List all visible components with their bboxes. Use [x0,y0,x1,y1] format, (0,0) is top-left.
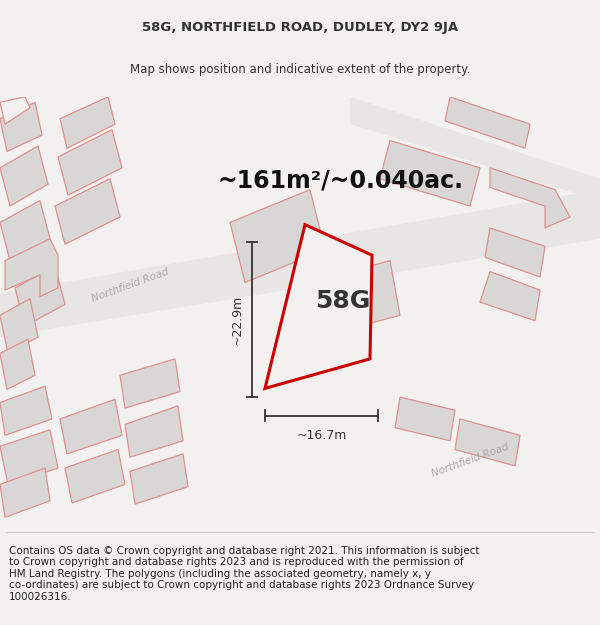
Polygon shape [65,449,125,503]
Polygon shape [485,228,545,277]
Polygon shape [445,97,530,148]
Text: 58G, NORTHFIELD ROAD, DUDLEY, DY2 9JA: 58G, NORTHFIELD ROAD, DUDLEY, DY2 9JA [142,21,458,34]
Polygon shape [380,141,480,206]
Polygon shape [230,189,325,282]
Polygon shape [120,359,180,408]
Text: Contains OS data © Crown copyright and database right 2021. This information is : Contains OS data © Crown copyright and d… [9,546,479,602]
Polygon shape [125,406,183,457]
Polygon shape [265,224,372,388]
Polygon shape [480,271,540,321]
Polygon shape [0,430,58,484]
Text: ~161m²/~0.040ac.: ~161m²/~0.040ac. [217,169,463,193]
Polygon shape [15,266,65,326]
Polygon shape [490,168,570,228]
Text: Northfield Road: Northfield Road [90,267,170,304]
Polygon shape [0,97,30,124]
Polygon shape [350,97,600,201]
Polygon shape [0,201,50,261]
Polygon shape [0,189,600,337]
Text: ~22.9m: ~22.9m [231,294,244,345]
Polygon shape [0,339,35,389]
Polygon shape [130,454,188,504]
Text: Map shows position and indicative extent of the property.: Map shows position and indicative extent… [130,63,470,76]
Polygon shape [5,239,58,297]
Polygon shape [395,397,455,441]
Polygon shape [0,386,52,436]
Text: Northfield Road: Northfield Road [430,442,510,479]
Polygon shape [310,261,400,337]
Polygon shape [60,399,122,454]
Polygon shape [0,468,50,518]
Text: ~16.7m: ~16.7m [296,429,347,442]
Polygon shape [60,97,115,148]
Polygon shape [0,146,48,206]
Polygon shape [55,179,120,244]
Text: 58G: 58G [316,289,371,313]
Polygon shape [455,419,520,466]
Polygon shape [0,102,42,151]
Polygon shape [0,299,38,354]
Polygon shape [58,129,122,195]
